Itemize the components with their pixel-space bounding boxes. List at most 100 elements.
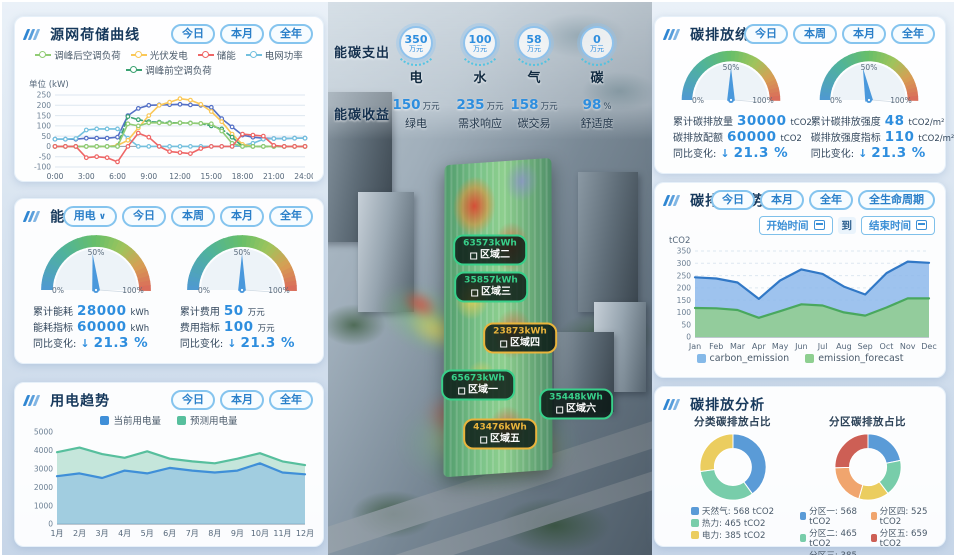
legend-item[interactable]: 储能: [197, 48, 236, 62]
svg-text:7月: 7月: [186, 529, 199, 538]
legend-item[interactable]: 分区三: 385 tCO2: [800, 549, 865, 555]
range-button[interactable]: 全年: [891, 24, 935, 44]
circle-value: 350: [404, 32, 428, 46]
legend-label: 光伏发电: [149, 51, 188, 62]
range-button[interactable]: 本月: [220, 24, 264, 44]
zone-label[interactable]: 35448kWh 区域六: [539, 388, 613, 420]
zone-name: 区域二: [463, 250, 517, 262]
stat-label: 累计碳排放强度: [810, 117, 881, 128]
svg-text:100%: 100%: [890, 96, 911, 105]
range-button[interactable]: 今日: [171, 390, 215, 410]
range-button[interactable]: 本周: [793, 24, 837, 44]
legend-item[interactable]: emission_forecast: [805, 353, 903, 364]
legend-item[interactable]: 分区一: 568 tCO2: [800, 505, 865, 527]
legend-label: 分区二: 465 tCO2: [809, 529, 857, 549]
legend-item[interactable]: 电力: 385 tCO2: [690, 529, 774, 541]
legend-item[interactable]: 调峰后空调负荷: [35, 48, 121, 62]
panel-title: 碳排放分析: [690, 397, 766, 414]
zone-name: 区域六: [549, 404, 603, 416]
svg-text:1月: 1月: [50, 529, 63, 538]
legend-label: 电力: 385 tCO2: [701, 531, 766, 541]
range-button[interactable]: 本月: [220, 206, 264, 227]
range-button[interactable]: 全年: [269, 24, 313, 44]
chart-legend: 调峰后空调负荷 光伏发电 储能 电网功率调峰前空调负荷: [33, 48, 305, 77]
svg-text:0%: 0%: [830, 96, 842, 105]
legend-item[interactable]: 光伏发电: [130, 48, 188, 62]
zone-label[interactable]: 65673kWh 区域一: [441, 369, 515, 401]
zone-value: 35857kWh: [464, 275, 518, 286]
legend-item[interactable]: carbon_emission: [696, 353, 789, 364]
svg-text:21:00: 21:00: [263, 172, 285, 181]
zone-label[interactable]: 23873kWh 区域四: [483, 322, 557, 354]
range-button[interactable]: 全生命周期: [858, 190, 935, 210]
stat-unit: tCO2: [780, 134, 802, 144]
svg-text:0: 0: [48, 520, 53, 529]
legend-item[interactable]: 热力: 465 tCO2: [690, 517, 774, 529]
range-button[interactable]: 全年: [269, 206, 313, 227]
zone-name-text: 区域五: [489, 433, 520, 445]
zone-name: 区域三: [464, 287, 518, 299]
range-button[interactable]: 本周: [171, 206, 215, 227]
svg-text:0%: 0%: [52, 286, 64, 295]
svg-text:Jul: Jul: [817, 342, 828, 351]
zone-label[interactable]: 63573kWh 区域二: [453, 234, 527, 266]
legend-item[interactable]: 电网功率: [245, 48, 303, 62]
zone-label[interactable]: 43476kWh 区域五: [463, 418, 537, 450]
yoy-label: 同比变化:: [673, 149, 717, 160]
legend-marker-icon: [690, 507, 699, 515]
stat-value: 60000: [77, 319, 127, 335]
zone-name: 区域一: [451, 385, 505, 397]
legend-item[interactable]: 调峰前空调负荷: [126, 63, 212, 77]
legend-item[interactable]: 当前用电量: [100, 413, 161, 427]
legend-marker-icon: [696, 354, 706, 363]
energy-type-dropdown[interactable]: 用电 ∨: [62, 206, 117, 227]
gauge-stats: 累计能耗 28000 kWh 能耗指标 60000 kWh: [25, 304, 166, 336]
legend-item[interactable]: 分区五: 659 tCO2: [870, 527, 936, 549]
range-button[interactable]: 全年: [269, 390, 313, 410]
panel-title-icon: [662, 395, 681, 414]
svg-text:2月: 2月: [73, 529, 86, 538]
svg-text:100%: 100%: [122, 286, 143, 295]
range-button[interactable]: 本月: [842, 24, 886, 44]
svg-text:150: 150: [677, 296, 692, 305]
donut-legend: 天然气: 568 tCO2 热力: 465 tCO2 电力: 385 tCO2: [690, 505, 774, 541]
zone-value: 63573kWh: [463, 238, 517, 249]
stat-unit: kWh: [130, 324, 150, 334]
stat-row: 累计能耗 28000 kWh: [25, 304, 166, 320]
stat-label: 累计碳排放量: [673, 117, 733, 128]
range-button[interactable]: 全年: [809, 190, 853, 210]
legend-label: 预测用电量: [190, 416, 238, 427]
range-button[interactable]: 今日: [711, 190, 755, 210]
end-date-input[interactable]: 结束时间: [861, 215, 935, 235]
svg-text:100%: 100%: [269, 286, 290, 295]
legend-item[interactable]: 预测用电量: [177, 413, 238, 427]
legend-item[interactable]: 分区二: 465 tCO2: [800, 527, 865, 549]
start-date-input[interactable]: 开始时间: [758, 215, 833, 235]
svg-text:Dec: Dec: [921, 342, 936, 351]
stat-unit: 万元: [247, 308, 265, 318]
zone-name: 区域五: [473, 434, 527, 446]
legend-item[interactable]: 分区四: 525 tCO2: [870, 505, 936, 527]
svg-text:1000: 1000: [34, 501, 53, 510]
legend-label: 分区一: 568 tCO2: [809, 507, 857, 527]
legend-label: 调峰前空调负荷: [145, 66, 212, 77]
range-button[interactable]: 今日: [171, 24, 215, 44]
svg-text:Apr: Apr: [752, 342, 767, 351]
range-button[interactable]: 今日: [122, 206, 166, 227]
yoy-value: 21.3 %: [240, 335, 296, 351]
checkbox-icon: [469, 252, 477, 259]
legend-label: 分区四: 525 tCO2: [879, 507, 928, 527]
svg-text:100: 100: [677, 308, 692, 317]
range-button[interactable]: 本月: [220, 390, 264, 410]
legend-label: 分区五: 659 tCO2: [879, 529, 928, 549]
income-label: 能碳收益: [334, 108, 391, 123]
down-arrow-icon: ↓: [227, 337, 237, 350]
medium-name: 碳: [590, 71, 604, 86]
range-button[interactable]: 本月: [760, 190, 804, 210]
legend-item[interactable]: 天然气: 568 tCO2: [690, 505, 774, 517]
gauge-stats: 累计碳排放量 30000 tCO2 碳排放配额 60000 tCO2: [665, 114, 812, 146]
range-button[interactable]: 今日: [744, 24, 788, 44]
zone-label[interactable]: 35857kWh 区域三: [454, 271, 528, 303]
legend-marker-icon: [690, 531, 699, 539]
